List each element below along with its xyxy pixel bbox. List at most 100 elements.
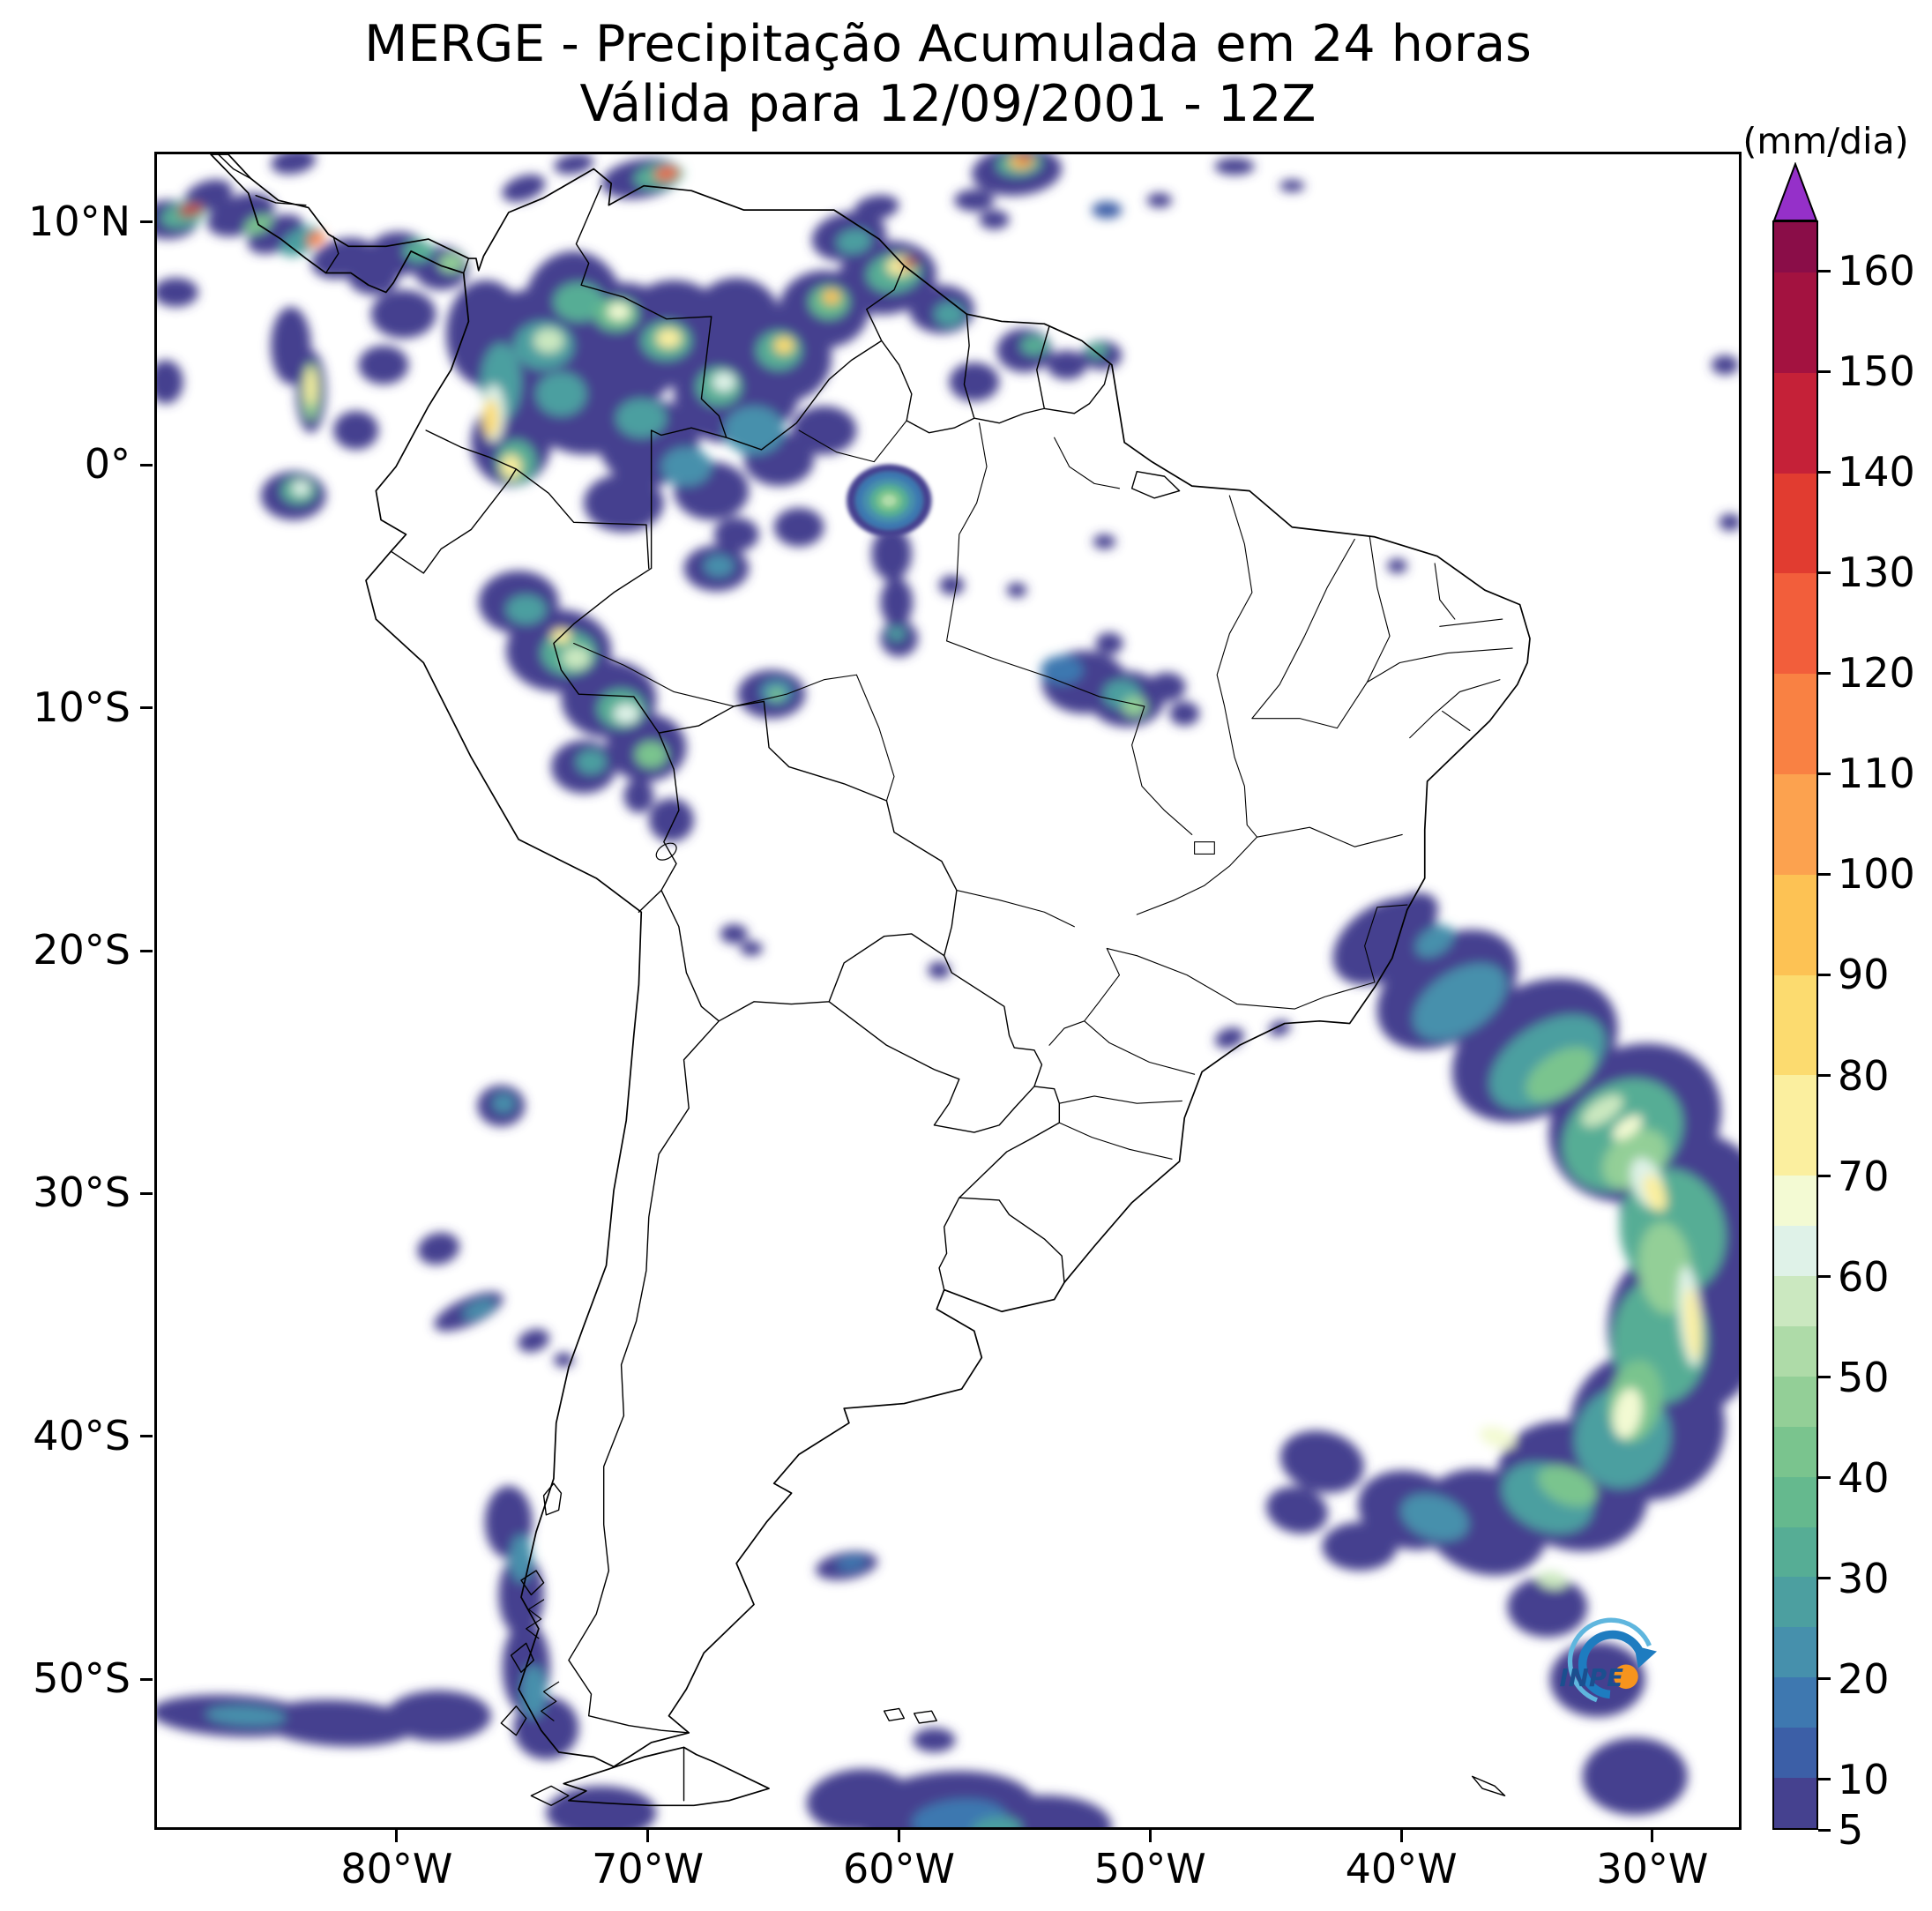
colorbar-segment [1774, 573, 1816, 675]
colorbar-segment [1774, 1627, 1816, 1678]
precip-cell [1525, 1047, 1594, 1102]
precip-cell [271, 154, 316, 175]
precip-cell [562, 646, 591, 669]
precip-cell [1146, 192, 1173, 208]
colorbar-tick-label: 90 [1838, 951, 1890, 999]
precip-cell [713, 517, 759, 552]
precip-cell [1020, 335, 1048, 355]
colorbar-segment [1774, 1226, 1816, 1277]
colorbar-tick-mark [1818, 1476, 1831, 1480]
precip-cell [292, 481, 310, 496]
colorbar-overflow-arrow [1772, 162, 1818, 221]
precip-cell [773, 337, 794, 355]
precip-cell [880, 578, 914, 627]
lat-tick-label: 10°S [33, 683, 131, 731]
inpe-swirl-arrow [1578, 1630, 1646, 1699]
lon-tick-mark [897, 1830, 900, 1842]
colorbar-segment [1774, 1075, 1816, 1176]
precip-cell [1413, 963, 1507, 1041]
precip-cell [438, 253, 464, 273]
precip-cell [954, 189, 995, 212]
colorbar-tick-mark [1818, 1677, 1831, 1681]
precip-cell [492, 1094, 515, 1114]
colorbar-bar [1772, 220, 1818, 1830]
colorbar-segment [1774, 1677, 1816, 1728]
precip-cell [1613, 1388, 1642, 1439]
lon-tick-mark [1399, 1830, 1403, 1842]
precip-cell [533, 328, 564, 354]
precip-cell [791, 406, 857, 455]
colorbar-segment [1774, 1325, 1816, 1377]
precip-cell [178, 204, 204, 216]
colorbar-segment [1774, 1176, 1816, 1227]
colorbar-segment [1774, 1476, 1816, 1527]
lat-tick-label: 20°S [33, 926, 131, 974]
colorbar-tick-label: 100 [1838, 850, 1915, 899]
precip-cell [1214, 158, 1255, 175]
colorbar-tick-mark [1818, 470, 1831, 474]
precip-cell [1582, 1094, 1623, 1127]
precip-cell [546, 1786, 657, 1827]
precip-cell [660, 447, 712, 487]
precip-cell [554, 154, 594, 175]
colorbar-tick-label: 130 [1838, 549, 1915, 597]
lat-tick-label: 30°S [33, 1168, 131, 1217]
inpe-swirl-outer [1567, 1617, 1652, 1703]
precip-cell [1095, 632, 1123, 654]
map-canvas [157, 154, 1739, 1827]
precip-cell [1268, 1020, 1291, 1036]
country-borders [219, 154, 1110, 1801]
lat-tick-mark [140, 220, 153, 224]
precip-cell [972, 1816, 1022, 1827]
precip-cell [939, 575, 965, 595]
precip-cell [768, 688, 785, 701]
colorbar-segment [1774, 1276, 1816, 1326]
precip-cell [934, 302, 965, 326]
title-line1: MERGE - Precipitação Acumulada em 24 hor… [364, 15, 1532, 73]
precip-cell [1041, 655, 1084, 685]
precip-cell [502, 175, 546, 202]
lake-titicaca [653, 840, 680, 863]
colorbar-tick-mark [1818, 269, 1831, 272]
colorbar-ticks: 160 150 140 130 120 110 100 90 80 70 60 50 40 30 20 10 5 [1818, 220, 1932, 1854]
precip-cell [157, 360, 183, 404]
precip-cell [1643, 1174, 1667, 1212]
lon-tick-mark [395, 1830, 399, 1842]
colorbar-tick-label: 110 [1838, 750, 1915, 798]
precip-cell [836, 228, 872, 254]
colorbar-tick-label: 60 [1838, 1252, 1890, 1301]
colorbar-segment [1774, 473, 1816, 574]
precip-cell [1017, 155, 1033, 163]
precip-cell [623, 779, 654, 813]
precip-cell [635, 741, 668, 768]
colorbar-tick-mark [1818, 571, 1831, 574]
precip-cell [583, 474, 664, 533]
lat-tick-label: 0° [84, 440, 131, 489]
precip-cell [1279, 179, 1305, 192]
geography-layer [211, 154, 1530, 1805]
precip-cell [1214, 1027, 1244, 1049]
precip-cell [518, 1329, 550, 1353]
lat-tick-label: 50°S [33, 1654, 131, 1703]
colorbar-tick-label: 20 [1838, 1654, 1890, 1703]
lon-tick-label: 80°W [340, 1845, 453, 1892]
precip-cell [607, 302, 630, 321]
fjord-texture [526, 1600, 559, 1721]
map-frame: INPE [154, 152, 1742, 1830]
precip-cell [505, 594, 547, 624]
lat-tick-label: 10°N [28, 197, 131, 245]
precipitation-ring-feature [847, 464, 932, 537]
precip-cell [882, 494, 897, 507]
precip-cell [306, 231, 325, 247]
inpe-logo-text: INPE [1560, 1663, 1624, 1692]
precip-cell [1400, 1493, 1469, 1541]
precip-cell [1381, 892, 1438, 942]
colorbar-segment [1774, 1376, 1816, 1427]
precip-cell [333, 411, 379, 450]
colorbar-segment [1774, 222, 1816, 272]
colorbar-tick-label: 80 [1838, 1051, 1890, 1100]
precip-cell [704, 555, 735, 578]
precip-cell [1537, 1571, 1568, 1589]
colorbar-tick-label: 10 [1838, 1755, 1890, 1803]
